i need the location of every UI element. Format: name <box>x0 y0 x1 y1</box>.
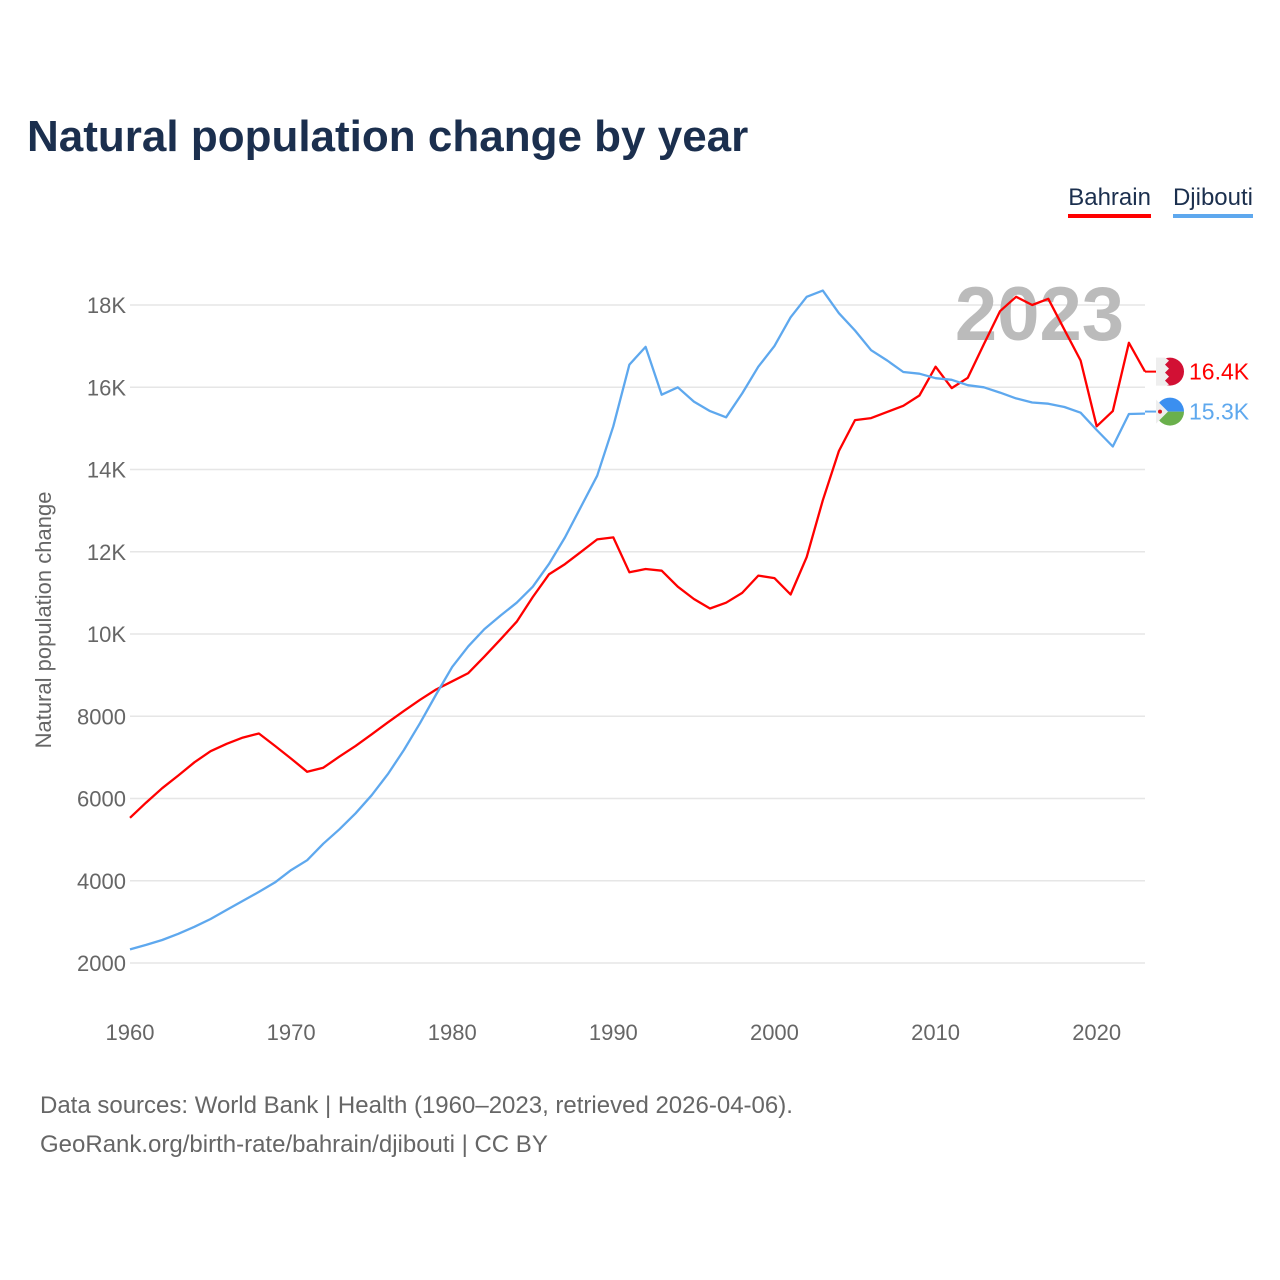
end-value-label: 16.4K <box>1189 359 1250 385</box>
y-tick-label: 14K <box>87 458 126 483</box>
djibouti-flag-star <box>1158 409 1162 414</box>
x-tick-label: 1960 <box>106 1020 155 1045</box>
x-tick-label: 2000 <box>750 1020 799 1045</box>
source-line-1: Data sources: World Bank | Health (1960–… <box>40 1092 793 1119</box>
y-tick-label: 12K <box>87 540 126 565</box>
x-tick-label: 1970 <box>267 1020 316 1045</box>
x-tick-label: 2010 <box>911 1020 960 1045</box>
year-watermark: 2023 <box>955 272 1124 357</box>
y-tick-label: 6000 <box>77 787 126 812</box>
source-line-2[interactable]: GeoRank.org/birth-rate/bahrain/djibouti … <box>40 1131 548 1158</box>
legend: Bahrain Djibouti <box>1068 184 1253 218</box>
y-tick-label: 4000 <box>77 869 126 894</box>
y-tick-label: 18K <box>87 293 126 318</box>
y-tick-label: 8000 <box>77 704 126 729</box>
y-tick-label: 10K <box>87 622 126 647</box>
bahrain-flag-white <box>1156 357 1169 386</box>
legend-item-djibouti[interactable]: Djibouti <box>1172 184 1253 218</box>
x-tick-label: 1980 <box>428 1020 477 1045</box>
series-line-djibouti <box>129 289 1146 951</box>
chart-title: Natural population change by year <box>27 112 749 161</box>
legend-item-bahrain[interactable]: Bahrain <box>1068 184 1151 218</box>
y-axis-label: Natural population change <box>31 492 56 749</box>
source-note: Data sources: World Bank | Health (1960–… <box>40 1086 793 1164</box>
x-tick-label: 2020 <box>1072 1020 1121 1045</box>
series-line-bahrain <box>129 295 1147 819</box>
x-tick-label: 1990 <box>589 1020 638 1045</box>
end-value-label: 15.3K <box>1189 399 1250 425</box>
y-tick-label: 16K <box>87 375 126 400</box>
y-tick-label: 2000 <box>77 951 126 976</box>
